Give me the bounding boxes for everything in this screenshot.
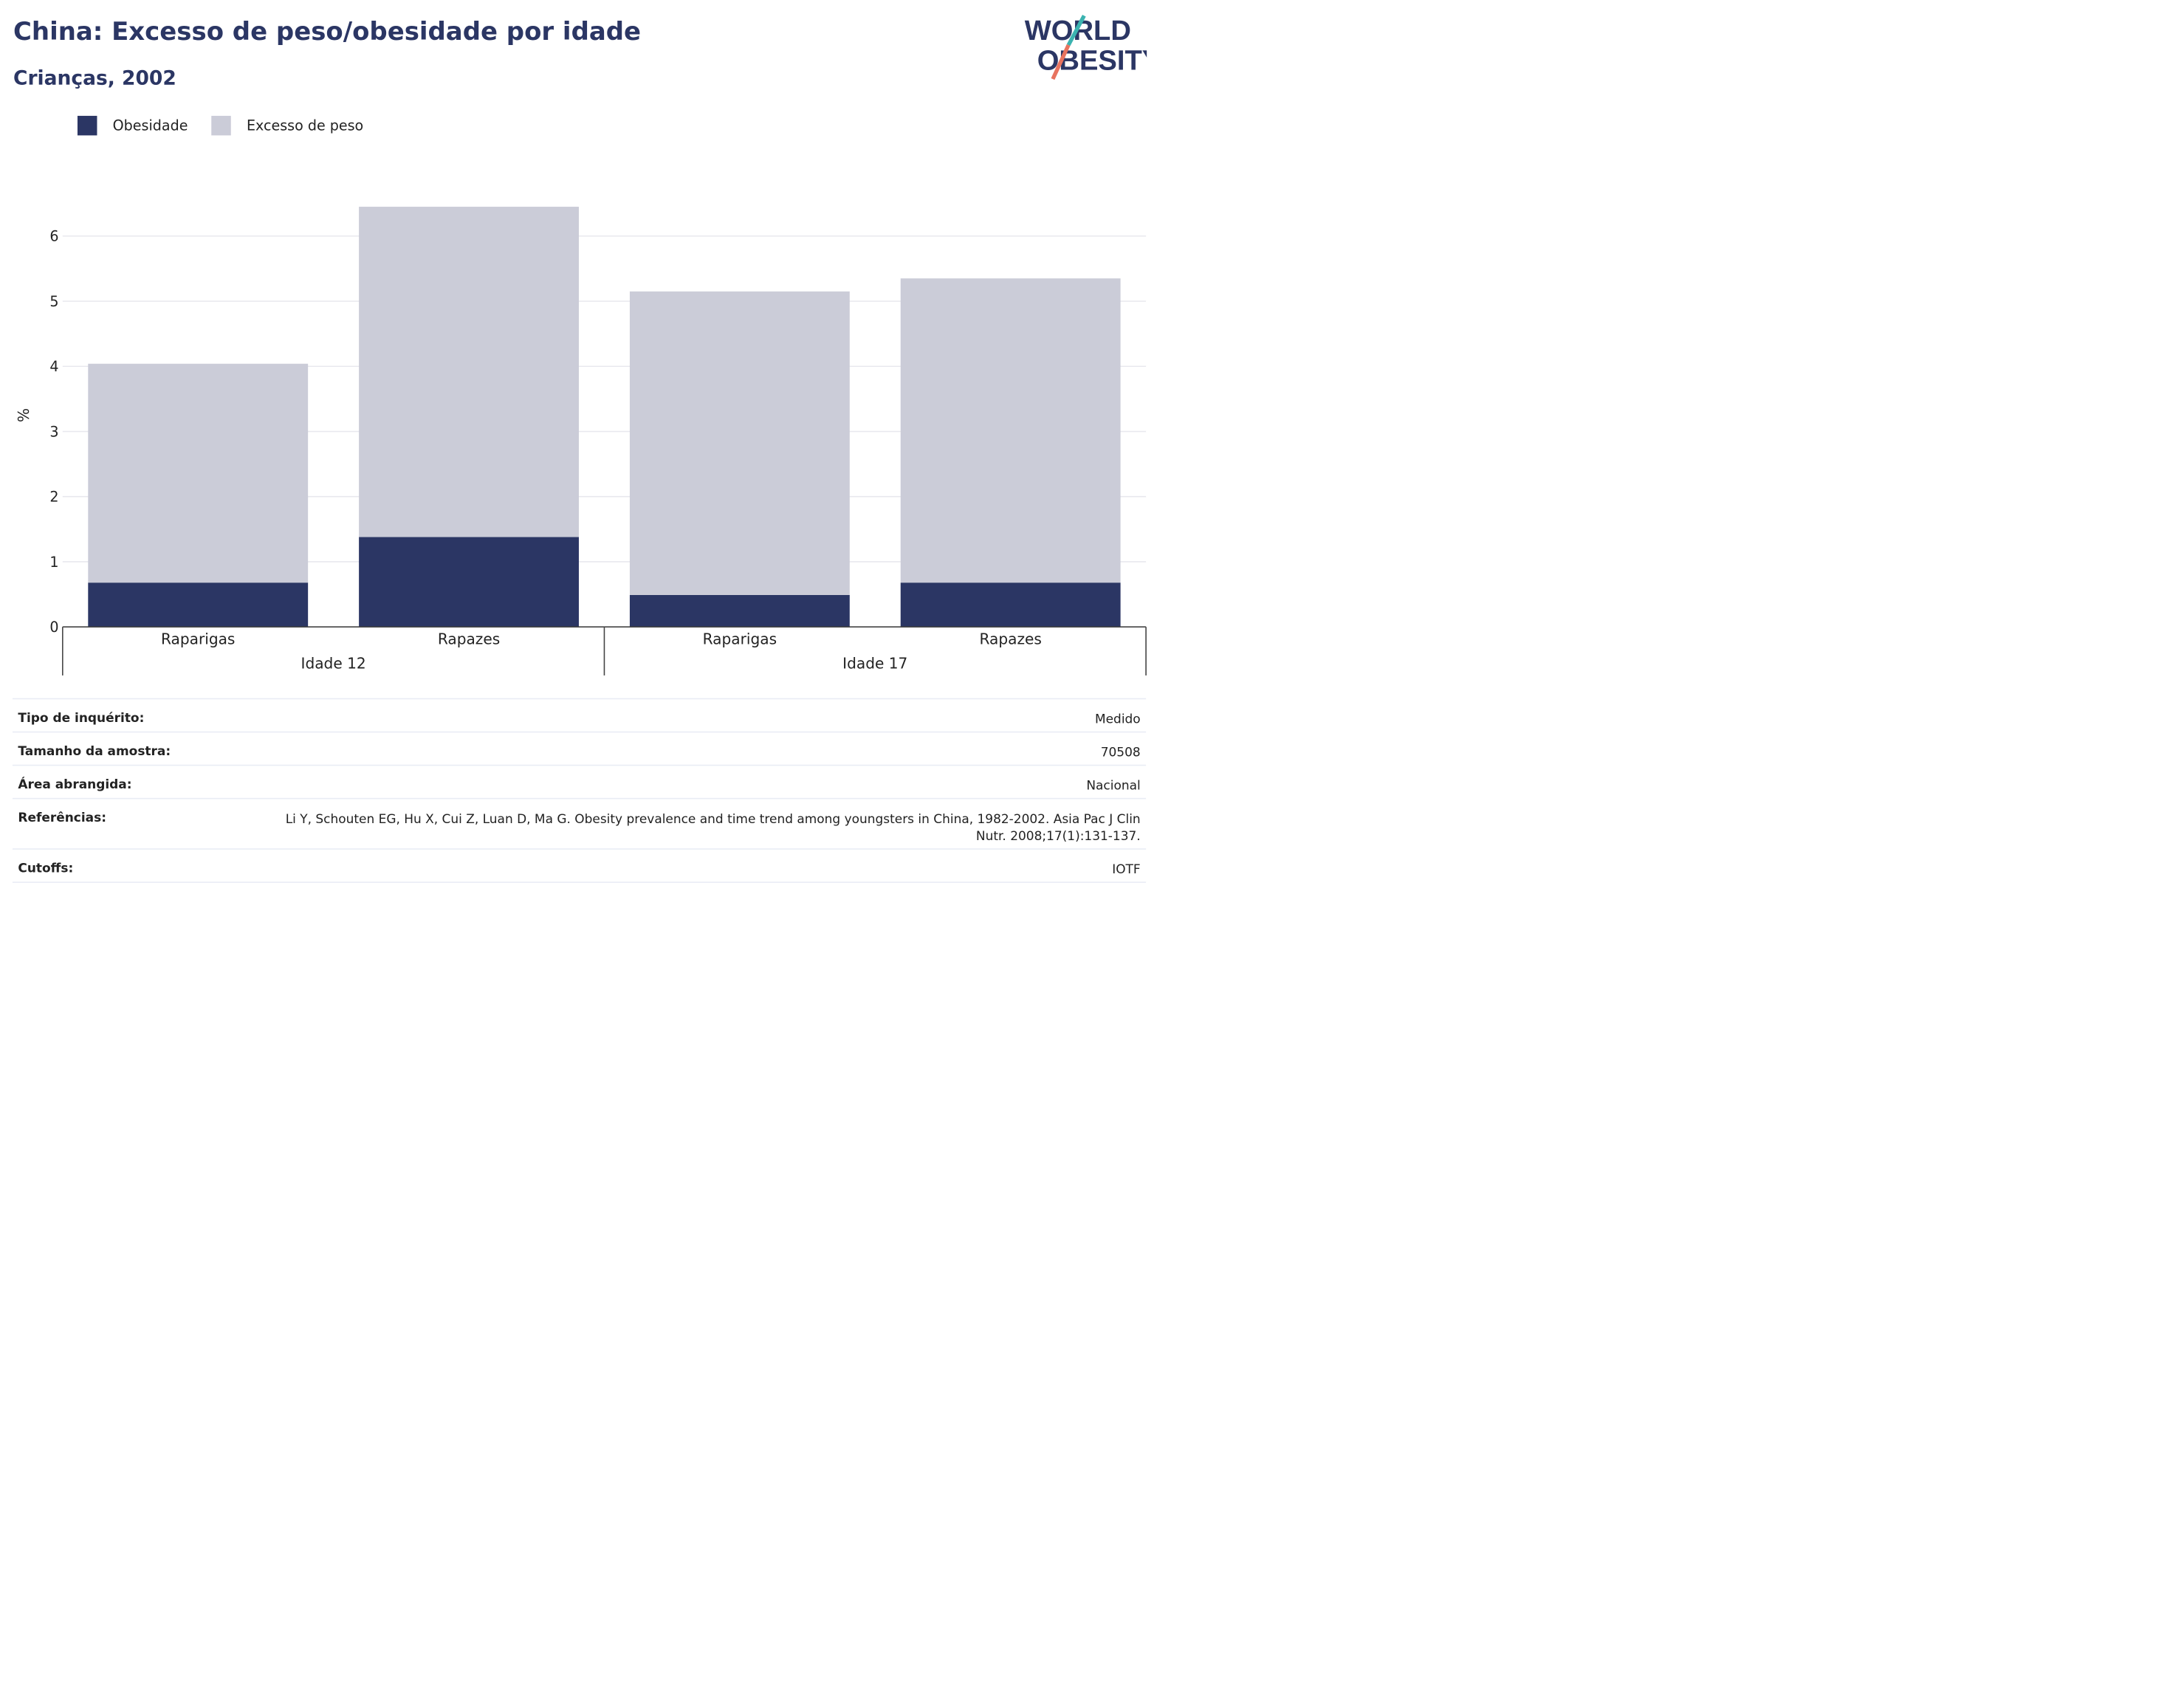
chart-subtitle: Crianças, 2002 — [13, 66, 176, 89]
bar-excesso-peso[interactable] — [88, 363, 309, 583]
info-label: Cutoffs: — [18, 860, 74, 876]
info-value: Nacional — [1086, 777, 1141, 793]
x-tick-label: Rapazes — [979, 630, 1041, 648]
page: China: Excesso de peso/obesidade por ida… — [0, 0, 1158, 898]
bar-obesidade[interactable] — [359, 537, 579, 628]
legend-label-obesidade: Obesidade — [112, 117, 188, 134]
bar-obesidade[interactable] — [629, 594, 850, 628]
info-value: Medido — [1094, 711, 1141, 726]
y-tick-label: 4 — [49, 359, 58, 375]
legend-item-obesidade[interactable]: Obesidade — [77, 115, 188, 136]
y-tick-label: 3 — [49, 424, 58, 440]
x-tick-label: Raparigas — [161, 630, 235, 648]
logo-slash-teal — [1066, 14, 1086, 47]
legend-item-excesso[interactable]: Excesso de peso — [211, 115, 364, 136]
bar-excesso-peso[interactable] — [900, 278, 1121, 583]
legend-swatch-excesso — [211, 115, 231, 136]
y-tick-label: 6 — [49, 229, 58, 245]
y-tick-label: 0 — [49, 619, 58, 636]
bar-excesso-peso[interactable] — [629, 291, 850, 595]
info-row-survey-type: Tipo de inquérito: Medido — [12, 698, 1147, 732]
logo-slash-coral — [1051, 44, 1071, 80]
info-table: Tipo de inquérito: Medido Tamanho da amo… — [12, 698, 1147, 883]
legend-swatch-obesidade — [77, 115, 97, 136]
x-tick-label: Raparigas — [703, 630, 777, 648]
info-row-sample-size: Tamanho da amostra: 70508 — [12, 731, 1147, 765]
info-row-area: Área abrangida: Nacional — [12, 764, 1147, 798]
info-label: Tipo de inquérito: — [18, 710, 145, 726]
info-value: 70508 — [1100, 744, 1141, 760]
legend-label-excesso: Excesso de peso — [246, 117, 364, 134]
bar-excesso-peso[interactable] — [359, 207, 579, 537]
legend: Obesidade Excesso de peso — [77, 115, 387, 136]
chart-title: China: Excesso de peso/obesidade por ida… — [13, 17, 642, 47]
info-value: Li Y, Schouten EG, Hu X, Cui Z, Luan D, … — [285, 811, 1141, 844]
info-value: IOTF — [1112, 862, 1141, 877]
group-label: Idade 17 — [842, 654, 907, 672]
bar-obesidade[interactable] — [88, 582, 309, 628]
world-obesity-logo: WORLD OBESITY — [1025, 14, 1147, 80]
x-tick-label: Rapazes — [438, 630, 500, 648]
bar-obesidade[interactable] — [900, 582, 1121, 628]
bar-chart: 0 1 2 3 4 5 6% Raparigas Rapazes Raparigas Rapazes… — [15, 207, 1147, 675]
info-label: Referências: — [18, 810, 106, 825]
info-label: Área abrangida: — [18, 777, 132, 792]
info-row-cutoffs: Cutoffs: IOTF — [12, 848, 1147, 883]
y-tick-label: 2 — [49, 489, 58, 506]
info-label: Tamanho da amostra: — [18, 743, 171, 759]
y-tick-label: 1 — [49, 554, 58, 571]
y-tick-label: 5 — [49, 294, 58, 310]
y-axis-label: % — [15, 408, 32, 422]
group-label: Idade 12 — [301, 654, 366, 672]
info-row-references: Referências: Li Y, Schouten EG, Hu X, Cu… — [12, 797, 1147, 848]
